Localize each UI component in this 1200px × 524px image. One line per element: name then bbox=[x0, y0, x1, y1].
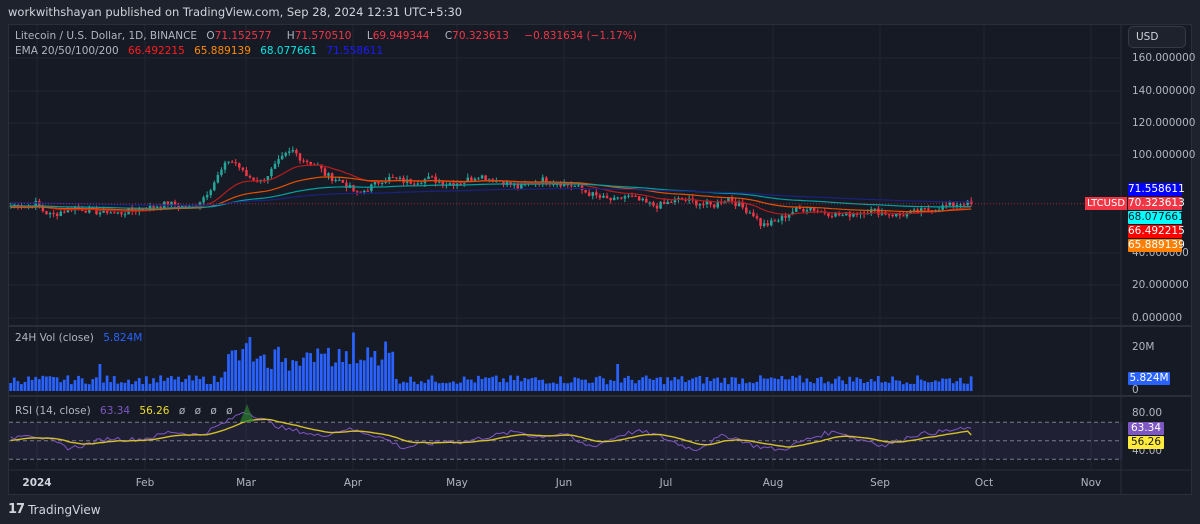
footer-brand[interactable]: 17 TradingView bbox=[8, 502, 101, 517]
rsi-placeholder: ø bbox=[210, 405, 217, 417]
time-axis-label: Jun bbox=[555, 477, 573, 489]
ema100-value: 68.077661 bbox=[260, 45, 318, 57]
change-value: −0.831634 (−1.17%) bbox=[524, 30, 637, 42]
price-axis-label: 120.000000 bbox=[1132, 117, 1196, 129]
ema100-tag: 68.077661 bbox=[1128, 211, 1185, 224]
ema200-tag: 71.558611 bbox=[1128, 183, 1185, 196]
tradingview-logo-icon: 17 bbox=[8, 502, 25, 517]
close-value: 70.323613 bbox=[452, 30, 509, 42]
volume-tag: 5.824M bbox=[1128, 372, 1170, 385]
time-axis-label: 2024 bbox=[22, 477, 52, 489]
rsi-axis-label: 80.00 bbox=[1132, 407, 1163, 419]
volume-axis-label: 0 bbox=[1132, 384, 1139, 396]
rsi-legend[interactable]: RSI (14, close) 63.34 56.26 ø ø ø ø bbox=[15, 405, 239, 417]
time-axis-label: Aug bbox=[762, 477, 784, 489]
brand-name: TradingView bbox=[28, 502, 101, 517]
time-axis-label: Nov bbox=[1080, 477, 1102, 489]
price-axis-label: 0.000000 bbox=[1132, 312, 1183, 324]
rsi-placeholder: ø bbox=[194, 405, 202, 417]
publish-info: workwithshayan published on TradingView.… bbox=[8, 5, 463, 19]
ema200-value: 71.558611 bbox=[326, 45, 384, 57]
chart-frame[interactable] bbox=[8, 24, 1192, 495]
time-axis-label: Feb bbox=[135, 477, 155, 489]
price-axis-label: 140.000000 bbox=[1132, 85, 1196, 97]
price-axis-label: 100.000000 bbox=[1132, 149, 1196, 161]
last-price-tag: 70.323613 bbox=[1128, 197, 1185, 210]
ema-title: EMA 20/50/100/200 bbox=[15, 45, 119, 57]
rsi-title: RSI (14, close) bbox=[15, 405, 91, 417]
ema-legend[interactable]: EMA 20/50/100/200 66.492215 65.889139 68… bbox=[15, 45, 389, 57]
symbol-legend: Litecoin / U.S. Dollar, 1D, BINANCE O71.… bbox=[15, 30, 637, 42]
ema20-tag: 66.492215 bbox=[1128, 225, 1185, 238]
price-axis-label: 20.000000 bbox=[1132, 279, 1189, 291]
time-axis-label: Apr bbox=[343, 477, 363, 489]
ema20-value: 66.492215 bbox=[127, 45, 185, 57]
rsi-ma-tag: 56.26 bbox=[1128, 436, 1164, 449]
time-axis-label: May bbox=[446, 477, 468, 489]
volume-axis-label: 20M bbox=[1132, 341, 1155, 353]
ema50-value: 65.889139 bbox=[194, 45, 251, 57]
symbol-tag: LTCUSD bbox=[1085, 197, 1127, 210]
rsi-placeholder: ø bbox=[178, 405, 186, 417]
high-value: 71.570510 bbox=[294, 30, 352, 42]
volume-legend[interactable]: 24H Vol (close) 5.824M bbox=[15, 332, 148, 344]
time-axis-label: Oct bbox=[974, 477, 994, 489]
volume-value: 5.824M bbox=[103, 332, 143, 344]
time-axis-label: Sep bbox=[870, 477, 890, 489]
ema50-tag: 65.889139 bbox=[1128, 239, 1185, 252]
open-value: 71.152577 bbox=[214, 30, 272, 42]
rsi-ma-value: 56.26 bbox=[139, 405, 170, 417]
volume-title: 24H Vol (close) bbox=[15, 332, 94, 344]
time-axis-label: Jul bbox=[659, 477, 673, 489]
rsi-value: 63.34 bbox=[100, 405, 131, 417]
rsi-placeholder: ø bbox=[226, 405, 233, 417]
currency-button[interactable]: USD bbox=[1128, 26, 1186, 48]
rsi-tag: 63.34 bbox=[1128, 422, 1164, 435]
time-axis-label: Mar bbox=[236, 477, 256, 489]
symbol-title[interactable]: Litecoin / U.S. Dollar, 1D, BINANCE bbox=[15, 30, 198, 42]
low-value: 69.949344 bbox=[372, 30, 430, 42]
price-axis-label: 160.000000 bbox=[1132, 52, 1196, 64]
